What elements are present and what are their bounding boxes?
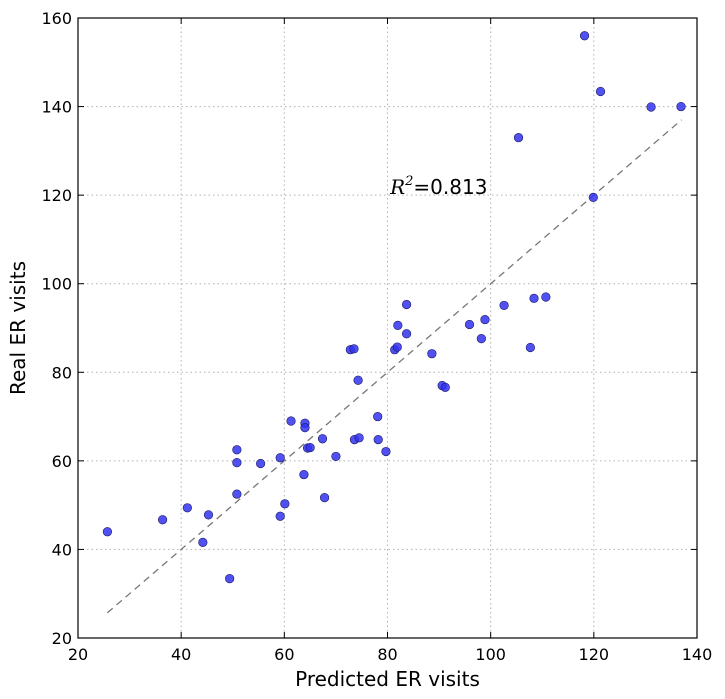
data-point (513, 132, 524, 143)
y-tick-label: 40 (52, 540, 72, 559)
x-tick-label: 80 (377, 645, 397, 664)
x-tick-label: 20 (68, 645, 88, 664)
y-tick-label: 160 (41, 9, 72, 28)
data-point (401, 299, 412, 310)
y-tick-label: 20 (52, 629, 72, 648)
x-axis-label: Predicted ER visits (295, 667, 480, 691)
x-tick-label: 60 (274, 645, 294, 664)
data-points (102, 31, 686, 584)
data-point (676, 101, 686, 112)
data-point (349, 344, 359, 354)
data-point (280, 499, 290, 509)
data-point (354, 433, 364, 443)
data-point (373, 435, 383, 445)
data-point (353, 375, 363, 385)
x-tick-label: 100 (475, 645, 506, 664)
data-point (203, 510, 214, 520)
y-axis-label: Real ER visits (6, 261, 30, 395)
data-point (480, 314, 490, 325)
data-point (299, 469, 309, 480)
data-point (317, 434, 328, 444)
data-point (381, 446, 391, 457)
data-point (499, 300, 509, 311)
data-point (275, 511, 285, 521)
data-point (392, 342, 402, 352)
r2-symbol: R (389, 175, 405, 199)
data-point (464, 319, 475, 330)
data-point (102, 527, 113, 537)
data-point (300, 423, 310, 433)
data-point (646, 102, 656, 112)
data-point (440, 382, 450, 392)
y-tick-label: 60 (52, 452, 72, 471)
data-point (157, 515, 168, 525)
data-point (595, 86, 606, 97)
data-point (232, 489, 242, 499)
data-point (305, 442, 315, 453)
data-point (541, 292, 551, 302)
data-point (373, 411, 383, 422)
data-point (427, 349, 437, 359)
r2-exponent: 2 (404, 174, 413, 189)
data-point (198, 537, 208, 547)
grid-lines (77, 17, 698, 639)
data-point (286, 416, 296, 426)
x-tick-label: 140 (682, 645, 713, 664)
data-point (476, 334, 486, 344)
data-point (182, 503, 192, 513)
data-point (232, 445, 242, 455)
r2-value: =0.813 (413, 175, 487, 199)
data-point (256, 458, 266, 469)
data-point (588, 192, 598, 202)
x-tick-label: 120 (579, 645, 610, 664)
data-point (529, 293, 539, 303)
r2-annotation: R2=0.813 (389, 174, 487, 199)
data-point (232, 458, 242, 468)
y-tick-label: 100 (41, 275, 72, 294)
data-point (393, 320, 403, 330)
data-point (319, 493, 330, 503)
y-tick-label: 120 (41, 186, 72, 205)
data-point (525, 342, 535, 353)
y-tick-label: 140 (41, 98, 72, 117)
data-point (331, 451, 341, 462)
data-point (225, 574, 235, 584)
fit-line (106, 119, 682, 614)
x-tick-label: 40 (171, 645, 191, 664)
data-point (579, 31, 590, 41)
y-tick-label: 80 (52, 363, 72, 382)
data-point (401, 329, 412, 339)
data-point (275, 453, 285, 463)
axis-ticks: 20 40 60 80 100 120 140 20 40 60 80 100 120 140 160 (41, 9, 712, 664)
